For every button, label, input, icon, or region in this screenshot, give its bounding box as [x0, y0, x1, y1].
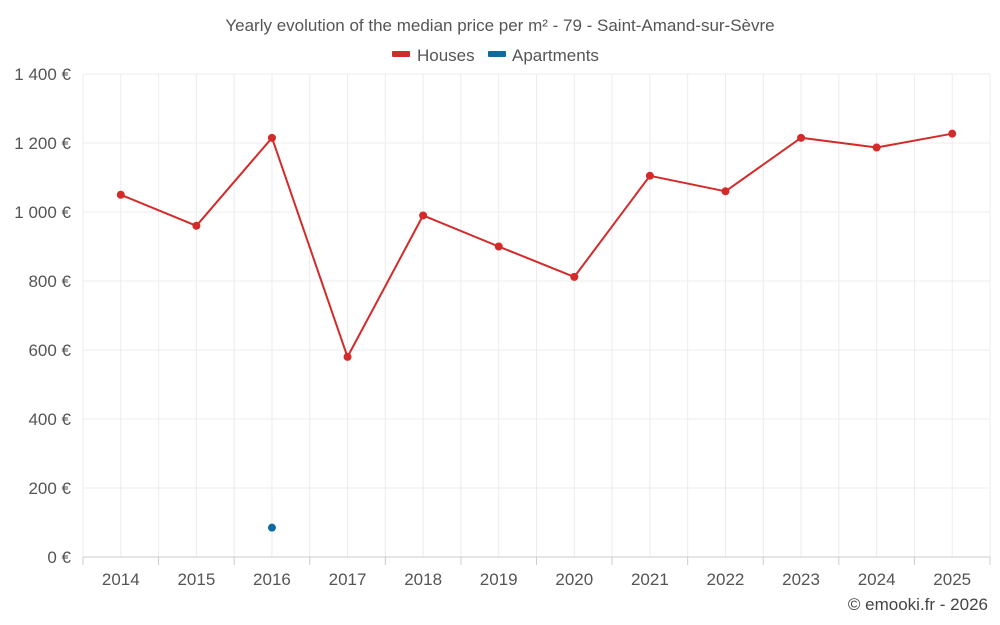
legend-label-apartments[interactable]: Apartments — [512, 46, 599, 65]
series-apartments — [267, 523, 276, 532]
y-tick-label: 200 € — [28, 479, 71, 498]
data-point-apartments[interactable] — [267, 523, 276, 532]
y-tick-label: 1 000 € — [14, 203, 71, 222]
x-tick-label: 2014 — [102, 570, 140, 589]
y-tick-label: 1 400 € — [14, 65, 71, 84]
grid — [82, 73, 991, 557]
data-point-houses[interactable] — [192, 221, 201, 230]
data-point-houses[interactable] — [721, 187, 730, 196]
y-tick-label: 400 € — [28, 410, 71, 429]
legend: Houses Apartments — [392, 46, 599, 65]
y-tick-label: 600 € — [28, 341, 71, 360]
x-tick-label: 2020 — [555, 570, 593, 589]
data-point-houses[interactable] — [645, 171, 654, 180]
data-point-houses[interactable] — [872, 143, 881, 152]
data-point-houses[interactable] — [797, 133, 806, 142]
data-point-houses[interactable] — [267, 133, 276, 142]
x-tick-label: 2015 — [177, 570, 215, 589]
x-tick-label: 2023 — [782, 570, 820, 589]
x-tick-label: 2024 — [858, 570, 896, 589]
x-tick-label: 2025 — [933, 570, 971, 589]
x-tick-label: 2022 — [707, 570, 745, 589]
legend-label-houses[interactable]: Houses — [417, 46, 475, 65]
legend-swatch-houses[interactable] — [392, 51, 410, 57]
x-tick-label: 2016 — [253, 570, 291, 589]
x-tick-label: 2021 — [631, 570, 669, 589]
data-point-houses[interactable] — [116, 190, 125, 199]
legend-swatch-apartments[interactable] — [488, 51, 506, 57]
series-layer — [116, 129, 957, 532]
y-tick-label: 0 € — [47, 548, 71, 567]
data-point-houses[interactable] — [948, 129, 957, 138]
series-houses — [116, 129, 957, 361]
x-tick-label: 2019 — [480, 570, 518, 589]
y-tick-label: 800 € — [28, 272, 71, 291]
series-line-houses — [120, 132, 953, 358]
chart-title: Yearly evolution of the median price per… — [225, 16, 774, 35]
x-tick-label: 2018 — [404, 570, 442, 589]
x-tick-label: 2017 — [329, 570, 367, 589]
data-point-houses[interactable] — [343, 352, 352, 361]
credit-text: © emooki.fr - 2026 — [848, 595, 988, 614]
y-tick-label: 1 200 € — [14, 134, 71, 153]
y-axis: 0 € 200 € 400 € 600 € 800 € 1 000 € 1 200 € 1 4… — [14, 65, 71, 567]
x-axis: 2014 2015 2016 2017 2018 2019 2020 2021 2022 2023… — [82, 556, 991, 589]
data-point-houses[interactable] — [419, 211, 428, 220]
data-point-houses[interactable] — [494, 242, 503, 251]
data-point-houses[interactable] — [570, 272, 579, 281]
